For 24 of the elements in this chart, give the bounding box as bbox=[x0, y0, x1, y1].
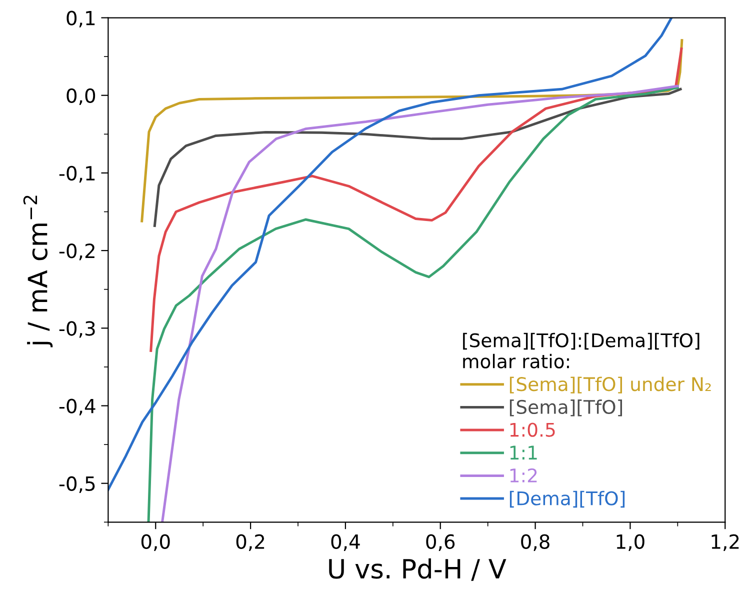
y-tick-label: -0,5 bbox=[59, 476, 95, 493]
x-tick-label: 0,6 bbox=[426, 534, 455, 551]
legend-label: [Sema][TfO] bbox=[510, 400, 622, 416]
y-tick-label: -0,1 bbox=[59, 166, 95, 183]
y-tick-label: 0,1 bbox=[66, 10, 95, 28]
x-axis-title: U vs. Pd-H / V bbox=[329, 558, 506, 581]
x-tick-label: 1,0 bbox=[616, 534, 644, 551]
legend-label: [Dema][TfO] bbox=[510, 490, 625, 508]
legend-title: [Sema][TfO]:[Dema][TfO] molar ratio: bbox=[463, 332, 700, 368]
x-tick-label: 0,4 bbox=[331, 534, 360, 551]
legend-label: 1:1 bbox=[510, 446, 537, 460]
x-tick-label: 0,2 bbox=[236, 534, 264, 551]
x-tick-label: 0,8 bbox=[521, 534, 550, 551]
y-tick-label: -0,4 bbox=[59, 398, 96, 416]
y-tick-label: -0,3 bbox=[59, 321, 95, 338]
x-tick-label: 1,2 bbox=[712, 534, 739, 551]
legend-label: [Sema][TfO] under N₂ bbox=[510, 376, 711, 394]
legend-label: 1:2 bbox=[510, 468, 537, 482]
y-axis-title: j / mA cm$^{−2}$ bbox=[23, 196, 53, 348]
legend-label: 1:0.5 bbox=[510, 422, 555, 437]
y-tick-label: -0,2 bbox=[59, 244, 94, 260]
y-tick-label: 0,0 bbox=[66, 88, 96, 106]
x-tick-label: 0,0 bbox=[141, 534, 170, 551]
line-series bbox=[153, 88, 682, 227]
